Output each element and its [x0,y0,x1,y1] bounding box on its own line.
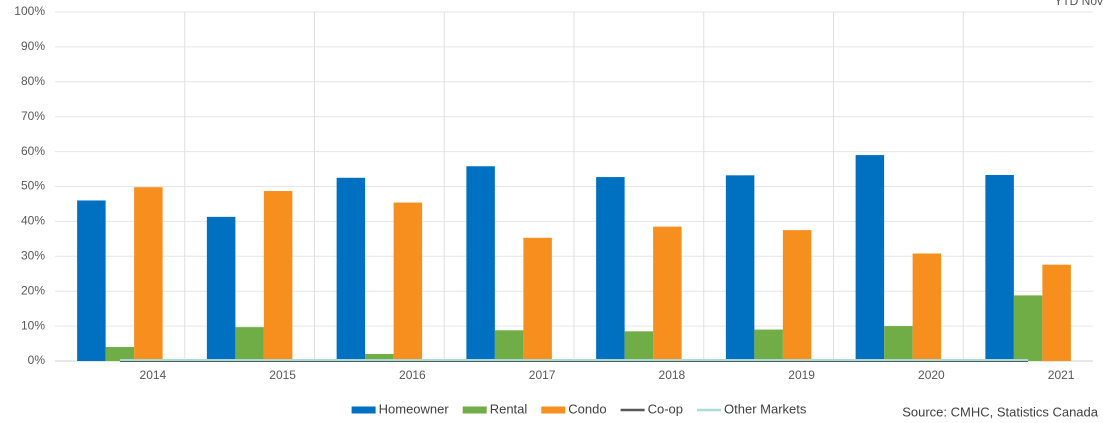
bar [624,331,654,361]
legend-label: Other Markets [724,401,807,416]
bar [782,230,812,361]
bar [855,155,885,361]
legend: Homeowner Rental Condo Co-op Other Markets [351,401,807,416]
bar [134,187,163,361]
legend-label: Co-op [648,401,683,416]
x-tick-label: 2017 [529,368,556,382]
x-tick-label: 2016 [399,368,426,382]
bar [263,191,293,361]
bar [77,200,106,361]
legend-label: Rental [490,401,528,416]
legend-label: Homeowner [379,401,450,416]
bar [1013,295,1043,361]
y-tick-label: 20% [21,283,45,297]
bar [393,202,423,361]
legend-label: Condo [568,401,606,416]
bar [725,175,755,361]
bar [985,174,1014,361]
bar [754,329,783,361]
y-tick-label: 80% [21,74,45,88]
x-tick-label: 2018 [659,368,686,382]
bar [206,216,236,361]
bar [235,327,264,361]
bar [494,330,524,361]
y-tick-label: 0% [28,353,46,367]
y-tick-label: 40% [21,214,45,228]
annotation: YTD Nov [1054,0,1103,8]
y-tick-label: 50% [21,179,45,193]
x-tick-label: 2021 [1048,368,1075,382]
x-tick-label: 2019 [788,368,815,382]
bar [653,226,682,361]
source: Source: CMHC, Statistics Canada [902,404,1099,419]
y-tick-label: 10% [21,318,45,332]
bar [596,177,625,361]
bar [912,253,942,361]
bar [105,347,135,361]
x-tick-label: 2020 [918,368,945,382]
bar [523,237,552,361]
y-tick-label: 60% [21,144,45,158]
bar [365,354,394,361]
y-tick-label: 30% [21,248,45,262]
x-tick-label: 2014 [140,368,167,382]
x-tick-label: 2015 [269,368,296,382]
bar [336,177,366,361]
y-tick-label: 100% [14,4,45,18]
bar [466,166,495,361]
y-tick-label: 90% [21,39,45,53]
y-tick-label: 70% [21,109,45,123]
bar [1042,264,1071,361]
bar [884,326,913,361]
